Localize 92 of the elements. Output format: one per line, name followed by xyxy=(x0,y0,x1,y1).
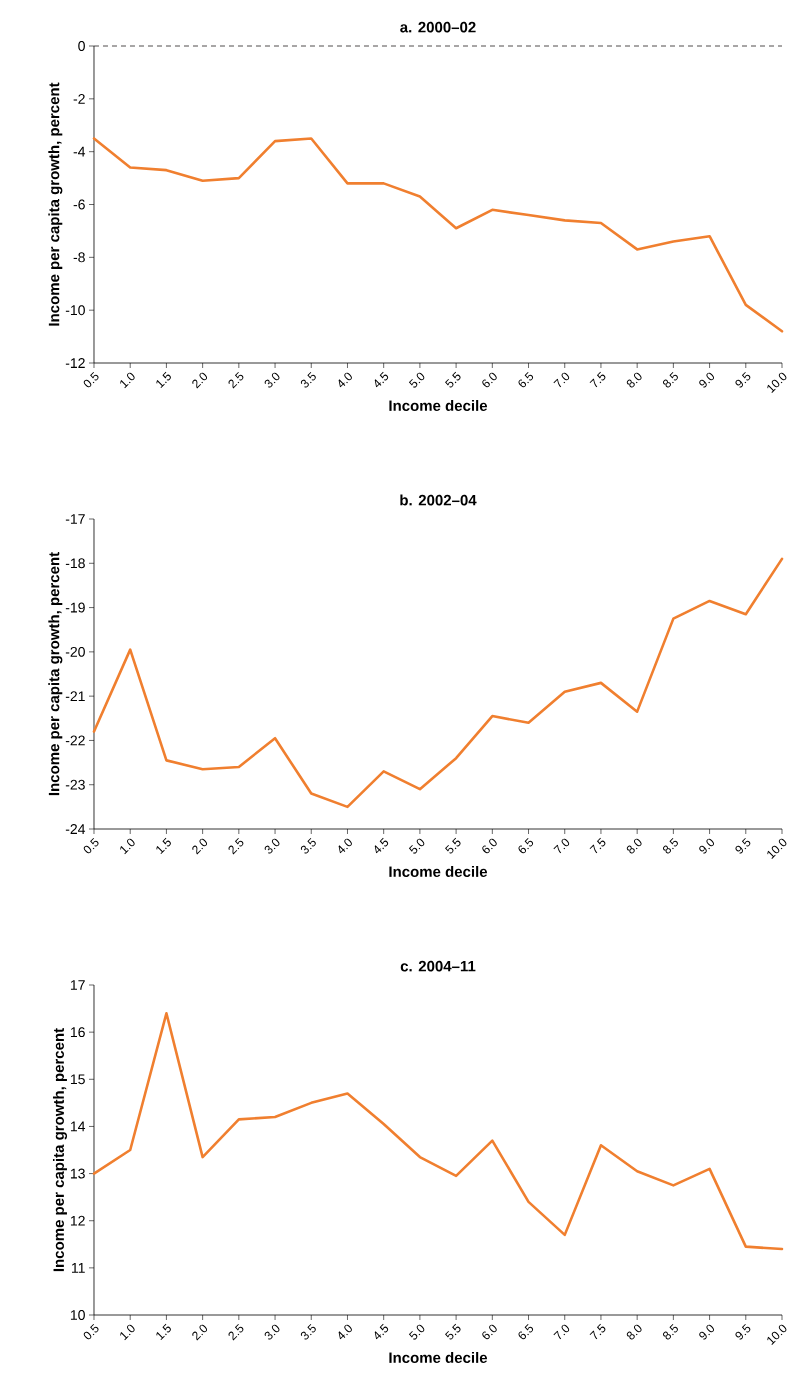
y-tick-label: 10 xyxy=(71,1310,85,1320)
x-tick-label: 6.0 xyxy=(482,838,497,854)
chart-title: b. 2002–04 xyxy=(400,494,477,506)
x-tick-label: 3.5 xyxy=(300,371,316,388)
y-tick-label: -4 xyxy=(73,146,86,157)
x-tick-label: 4.0 xyxy=(338,838,352,854)
x-tick-label: 9.0 xyxy=(699,1324,715,1340)
x-tick-label: 8.5 xyxy=(663,837,679,854)
y-tick-label: -23 xyxy=(65,779,85,790)
y-tick-label: 0 xyxy=(78,41,85,51)
line-series xyxy=(92,1011,784,1251)
x-tick-label: 5.0 xyxy=(408,372,425,388)
x-tick-label: 3.0 xyxy=(264,1324,280,1340)
y-axis-title: Income per capita growth, percent xyxy=(53,1028,68,1272)
x-tick-label: 8.5 xyxy=(663,371,679,388)
y-tick-label: 16 xyxy=(71,1027,85,1038)
x-tick-label: 9.5 xyxy=(735,837,751,854)
y-tick-label: -22 xyxy=(65,735,85,746)
x-tick-label: 8.5 xyxy=(663,1323,679,1340)
x-tick-label: 8.0 xyxy=(626,372,642,388)
x-tick-label: 3.5 xyxy=(300,1323,316,1340)
x-tick-label: 4.0 xyxy=(338,1324,352,1340)
x-tick-label: 6.5 xyxy=(518,1323,534,1340)
y-tick-label: -19 xyxy=(65,602,85,613)
y-tick-label: -20 xyxy=(65,646,85,657)
x-tick-label: 6.5 xyxy=(518,837,534,854)
x-tick-label: 2.5 xyxy=(228,371,244,389)
x-tick-label: 7.0 xyxy=(553,372,570,388)
x-tick-label: 1.5 xyxy=(156,371,171,389)
y-axis-title: Income per capita growth, percent xyxy=(48,552,63,796)
x-axis-title: Income decile xyxy=(389,400,488,412)
y-tick-label: -21 xyxy=(65,691,85,702)
x-tick-label: 6.5 xyxy=(518,371,534,388)
chart-title: a. 2000–02 xyxy=(400,21,476,33)
line-series xyxy=(92,137,784,333)
y-tick-label: 11 xyxy=(72,1263,85,1273)
chart-title: c. 2004–11 xyxy=(400,960,476,972)
x-tick-label: 4.5 xyxy=(374,371,389,388)
x-tick-label: 5.5 xyxy=(445,371,461,388)
x-tick-label: 4.5 xyxy=(374,837,389,854)
x-tick-label: 0.5 xyxy=(83,837,99,854)
y-tick-label: 13 xyxy=(71,1168,85,1179)
x-tick-label: 7.5 xyxy=(589,371,606,388)
x-tick-label: 9.5 xyxy=(735,1323,751,1340)
x-tick-label: 1.5 xyxy=(156,837,171,855)
x-tick-label: 1.0 xyxy=(120,838,135,855)
x-tick-label: 1.0 xyxy=(120,1324,135,1341)
x-tick-label: 2.0 xyxy=(192,372,208,389)
y-tick-label: -10 xyxy=(65,305,85,316)
x-tick-label: 0.5 xyxy=(83,1323,99,1340)
x-tick-label: 9.0 xyxy=(699,838,715,854)
x-tick-label: 5.0 xyxy=(408,1324,425,1340)
x-tick-label: 7.0 xyxy=(553,838,570,854)
x-tick-label: 4.5 xyxy=(374,1323,389,1340)
y-tick-label: 15 xyxy=(71,1074,85,1085)
y-tick-label: -24 xyxy=(65,824,86,834)
y-tick-label: 14 xyxy=(71,1121,86,1132)
x-tick-label: 7.5 xyxy=(589,1323,606,1340)
x-tick-label: 7.0 xyxy=(553,1324,570,1340)
x-tick-label: 7.5 xyxy=(589,837,606,854)
x-tick-label: 5.0 xyxy=(408,838,425,854)
y-tick-label: -17 xyxy=(65,514,85,524)
x-tick-label: 3.0 xyxy=(264,838,280,854)
x-tick-label: 6.0 xyxy=(482,1324,497,1340)
x-tick-label: 8.0 xyxy=(626,838,642,854)
x-axis-title: Income decile xyxy=(389,866,488,878)
x-tick-label: 3.5 xyxy=(300,837,316,854)
x-tick-label: 3.0 xyxy=(264,372,280,388)
y-tick-label: -18 xyxy=(65,558,85,569)
x-tick-label: 9.5 xyxy=(735,371,751,388)
x-tick-label: 9.0 xyxy=(699,372,715,388)
y-tick-label: -6 xyxy=(73,199,85,210)
x-tick-label: 4.0 xyxy=(338,372,352,388)
x-tick-label: 0.5 xyxy=(83,371,99,388)
y-tick-label: -8 xyxy=(73,252,85,263)
x-axis-title: Income decile xyxy=(389,1352,488,1364)
x-tick-label: 8.0 xyxy=(626,1324,642,1340)
y-axis-title: Income per capita growth, percent xyxy=(48,82,63,326)
x-tick-label: 2.5 xyxy=(228,1323,244,1341)
x-tick-label: 1.0 xyxy=(120,372,135,389)
y-tick-label: -2 xyxy=(73,93,85,104)
x-tick-label: 2.5 xyxy=(228,837,244,855)
y-tick-label: 12 xyxy=(71,1215,85,1226)
x-tick-label: 2.0 xyxy=(192,838,208,855)
x-tick-label: 1.5 xyxy=(156,1323,171,1341)
x-tick-label: 2.0 xyxy=(192,1324,208,1341)
x-tick-label: 5.5 xyxy=(445,1323,461,1340)
x-tick-label: 5.5 xyxy=(445,837,461,854)
y-tick-label: -12 xyxy=(65,358,85,368)
y-tick-label: 17 xyxy=(71,980,85,990)
x-tick-label: 6.0 xyxy=(482,372,497,388)
line-series xyxy=(92,557,784,809)
